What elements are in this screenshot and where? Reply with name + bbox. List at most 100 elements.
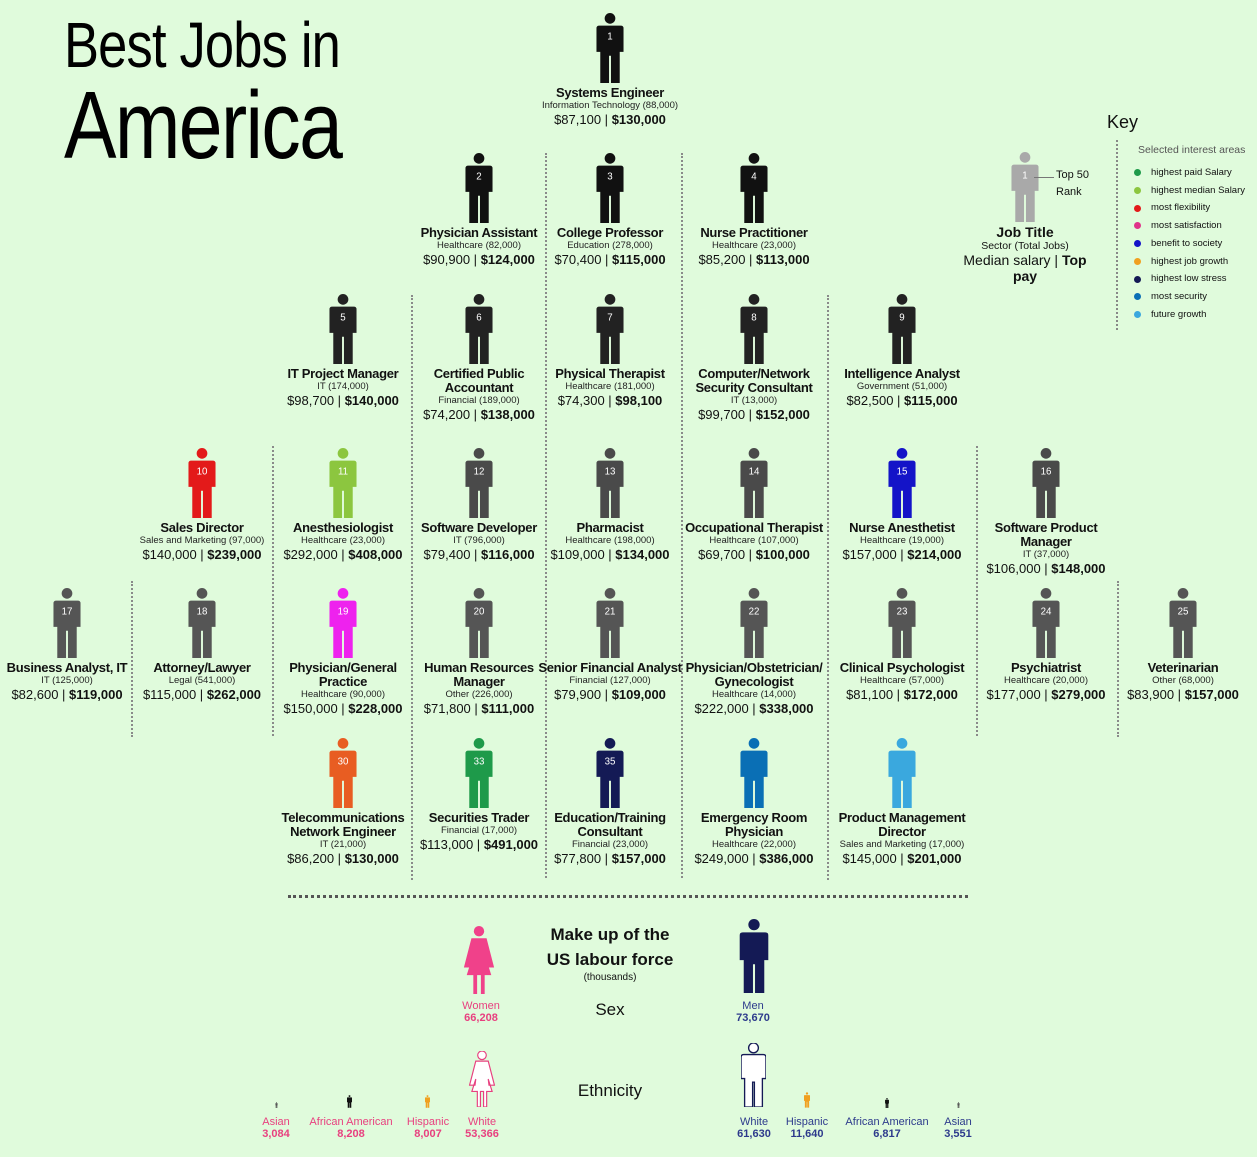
key-item: highest median Salary	[1134, 182, 1245, 200]
key-item: benefit to society	[1134, 235, 1245, 253]
job-sector: Healthcare (14,000)	[712, 689, 796, 700]
svg-text:7: 7	[607, 312, 612, 323]
key-item: future growth	[1134, 306, 1245, 324]
svg-text:1: 1	[607, 31, 612, 42]
job-card: 35 Education/Training Consultant Financial…	[535, 738, 685, 866]
man-outline-icon	[741, 1043, 766, 1107]
job-card: 20 Human Resources Manager Other (226,000)…	[404, 588, 554, 716]
divider	[681, 153, 683, 878]
job-salary: $140,000 | $239,000	[142, 547, 262, 562]
job-sector: Other (226,000)	[445, 689, 513, 700]
job-card: 24 Psychiatrist Healthcare (20,000) $177,00…	[971, 588, 1121, 702]
job-salary: $150,000 | $228,000	[283, 701, 403, 716]
job-salary: $70,400 | $115,000	[554, 252, 666, 267]
key-item: most flexibility	[1134, 199, 1245, 217]
person-icon: 15	[888, 448, 916, 518]
svg-text:9: 9	[899, 312, 904, 323]
key-item: most security	[1134, 288, 1245, 306]
key-dot-icon	[1134, 257, 1141, 265]
person-icon: 18	[188, 588, 216, 658]
job-title: Psychiatrist	[1010, 660, 1082, 675]
labour-unit: (thousands)	[583, 972, 637, 983]
job-salary: $77,800 | $157,000	[554, 851, 666, 866]
woman-icon	[462, 926, 496, 994]
key-dot-icon	[1134, 310, 1141, 318]
tiny-person-icon	[425, 1095, 430, 1108]
woman-outline-icon	[468, 1051, 496, 1107]
person-icon: 13	[596, 448, 624, 518]
svg-text:16: 16	[1041, 466, 1052, 477]
person-icon: 7	[596, 294, 624, 364]
men-african-american: African American 6,817	[845, 1116, 929, 1140]
job-sector: Healthcare (198,000)	[565, 535, 655, 546]
job-card: 14 Occupational Therapist Healthcare (107,…	[679, 448, 829, 562]
job-sector: Healthcare (23,000)	[712, 240, 796, 251]
divider	[1117, 581, 1119, 737]
job-sector: Healthcare (90,000)	[301, 689, 385, 700]
job-card: 19 Physician/General Practice Healthcare (…	[268, 588, 418, 716]
job-sector: IT (174,000)	[317, 381, 369, 392]
women-asian: Asian 3,084	[262, 1116, 290, 1140]
job-salary: $87,100 | $130,000	[554, 112, 666, 127]
job-sector: Financial (23,000)	[571, 839, 649, 850]
person-icon: 6	[465, 294, 493, 364]
job-salary: $292,000 | $408,000	[283, 547, 403, 562]
job-card: 10 Sales Director Sales and Marketing (97,…	[127, 448, 277, 562]
person-icon: 14	[740, 448, 768, 518]
job-salary: $90,900 | $124,000	[423, 252, 535, 267]
job-sector: Healthcare (20,000)	[1004, 675, 1088, 686]
man-icon	[739, 919, 769, 993]
job-salary: $83,900 | $157,000	[1127, 687, 1239, 702]
job-sector: Healthcare (23,000)	[301, 535, 385, 546]
tiny-person-icon	[885, 1098, 889, 1108]
key-dot-icon	[1134, 293, 1141, 301]
job-card: 33 Securities Trader Financial (17,000) $11…	[404, 738, 554, 852]
job-sector: Legal (541,000)	[168, 675, 236, 686]
person-icon: 9	[888, 294, 916, 364]
job-title: Clinical Psychologist	[839, 660, 965, 675]
divider	[411, 295, 413, 880]
divider	[131, 581, 133, 737]
divider	[288, 895, 968, 898]
job-salary: $79,400 | $116,000	[423, 547, 535, 562]
job-title: Nurse Anesthetist	[849, 520, 955, 535]
job-salary: $82,600 | $119,000	[11, 687, 123, 702]
person-icon: 8	[740, 294, 768, 364]
job-title: Attorney/Lawyer	[153, 660, 251, 675]
legend-salary: Median salary | Top pay	[963, 252, 1087, 284]
job-card: 2 Physician Assistant Healthcare (82,000) $…	[404, 153, 554, 267]
job-salary: $109,000 | $134,000	[550, 547, 670, 562]
key-title: Key	[1107, 112, 1139, 132]
job-card: 22 Physician/Obstetrician/ Gynecologist He…	[679, 588, 829, 716]
svg-text:1: 1	[1022, 170, 1027, 181]
job-card: 9 Intelligence Analyst Government (51,000)…	[827, 294, 977, 408]
job-title: Software Developer	[421, 520, 537, 535]
job-sector: Financial (189,000)	[438, 395, 520, 406]
job-sector: Healthcare (57,000)	[860, 675, 944, 686]
job-salary: $115,000 | $262,000	[142, 687, 262, 702]
person-icon: 17	[53, 588, 81, 658]
svg-text:33: 33	[474, 756, 485, 767]
svg-text:18: 18	[197, 606, 208, 617]
job-title: Certified Public Accountant	[433, 366, 525, 395]
job-title: Emergency Room Physician	[700, 810, 808, 839]
job-sector: Education (278,000)	[567, 240, 653, 251]
job-title: Systems Engineer	[556, 85, 664, 100]
job-title: Securities Trader	[428, 810, 530, 825]
person-icon: 22	[740, 588, 768, 658]
svg-text:14: 14	[749, 466, 760, 477]
job-salary: $222,000 | $338,000	[694, 701, 814, 716]
key-item: most satisfaction	[1134, 217, 1245, 235]
key-dot-icon	[1134, 275, 1141, 283]
job-card: 5 IT Project Manager IT (174,000) $98,700 |…	[268, 294, 418, 408]
men-stat: Men 73,670	[736, 1000, 770, 1024]
key-item: highest job growth	[1134, 253, 1245, 271]
job-sector: IT (37,000)	[1022, 549, 1070, 560]
svg-text:10: 10	[197, 466, 208, 477]
person-icon: 1	[1011, 152, 1039, 222]
person-icon: 19	[329, 588, 357, 658]
job-salary: $85,200 | $113,000	[698, 252, 810, 267]
job-title: Physical Therapist	[555, 366, 665, 381]
job-salary: $157,000 | $214,000	[842, 547, 962, 562]
key-dot-icon	[1134, 240, 1141, 248]
